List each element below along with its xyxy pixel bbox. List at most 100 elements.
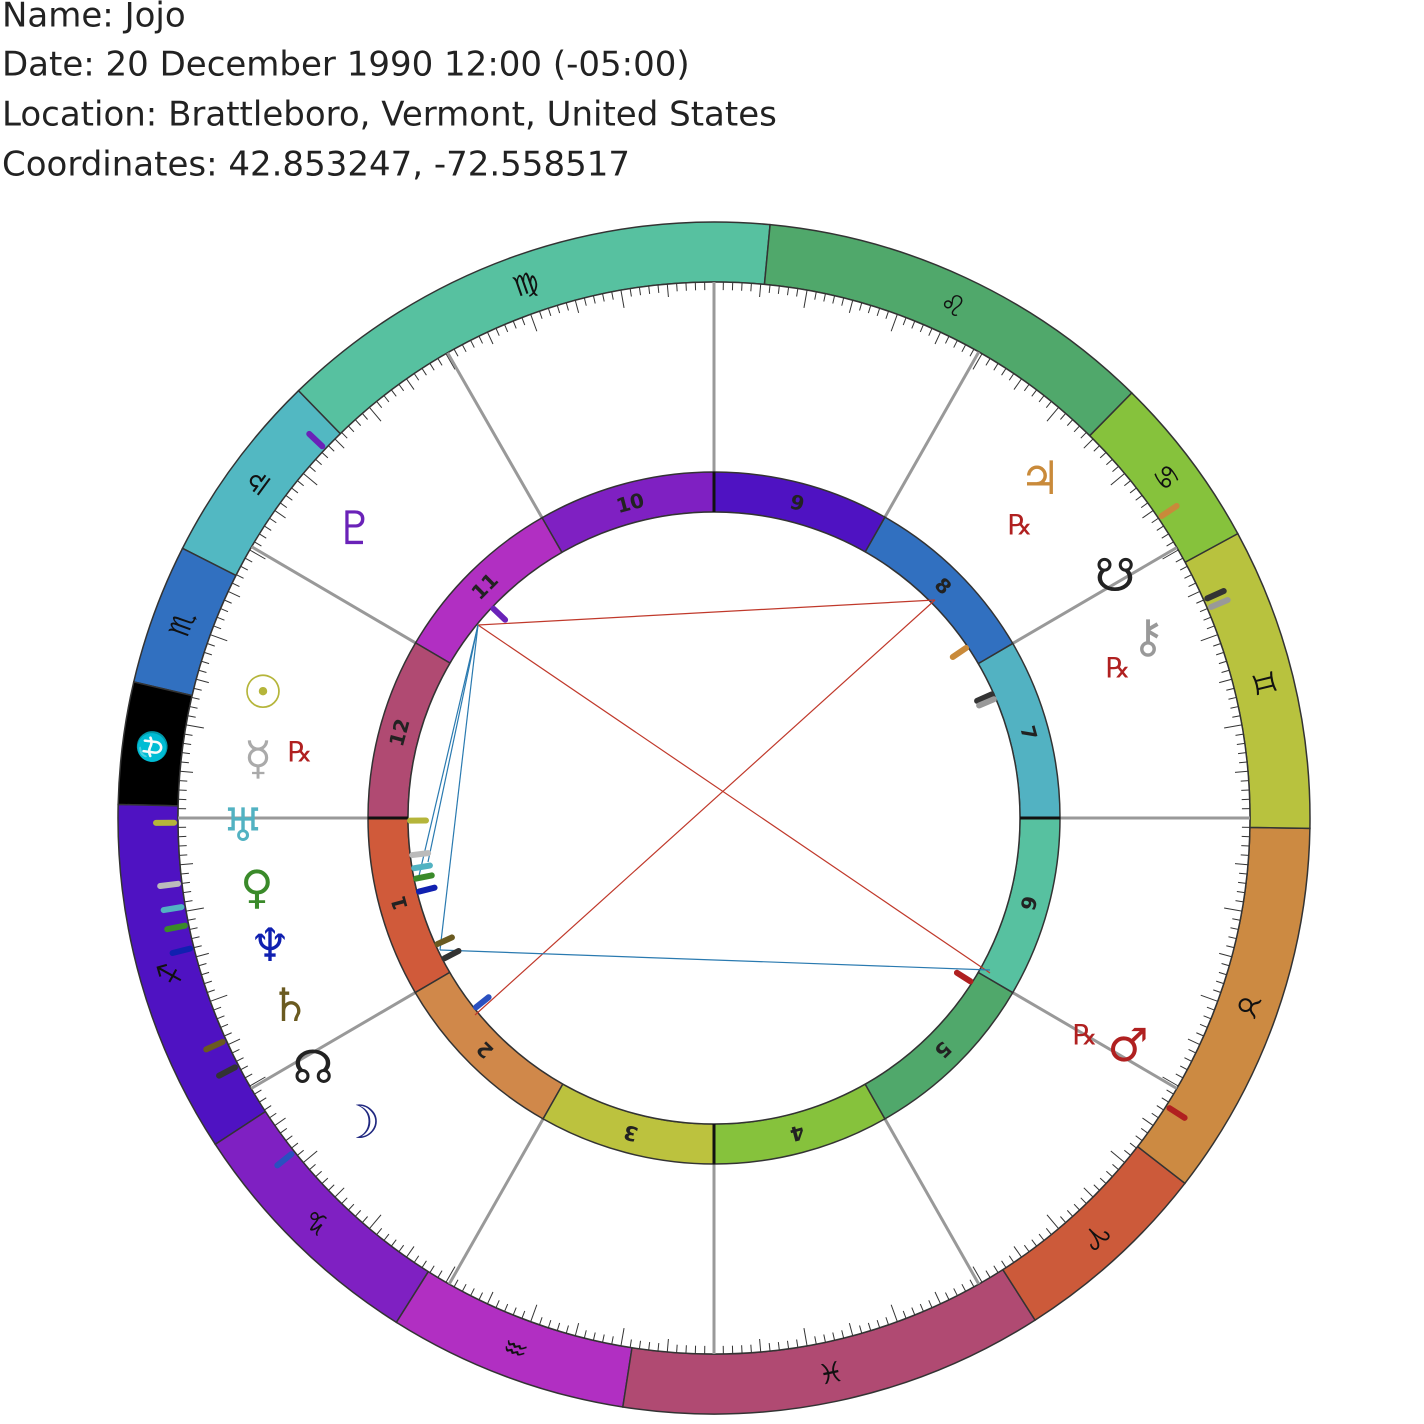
aspect-line — [427, 624, 479, 863]
degree-tick — [413, 373, 420, 381]
planet-glyph: ☉ — [242, 665, 283, 719]
degree-tick — [274, 510, 286, 519]
degree-tick — [207, 989, 215, 993]
degree-tick — [796, 1339, 799, 1348]
degree-tick — [592, 295, 596, 304]
degree-tick — [406, 1246, 415, 1258]
degree-tick — [244, 557, 253, 563]
degree-tick — [1179, 1065, 1188, 1071]
degree-tick — [1106, 1170, 1113, 1178]
planet-marker — [169, 945, 194, 956]
degree-tick — [750, 283, 752, 292]
degree-tick — [179, 780, 188, 782]
degree-tick — [328, 1184, 335, 1191]
aspect-line — [477, 624, 991, 974]
degree-tick — [953, 1288, 958, 1296]
degree-tick — [1124, 480, 1131, 487]
degree-tick — [321, 1177, 329, 1184]
degree-tick — [1112, 465, 1119, 472]
degree-tick — [602, 1334, 605, 1343]
degree-tick — [348, 425, 355, 433]
date-line: Date: 20 December 1990 12:00 (-05:00) — [2, 45, 690, 85]
degree-tick — [398, 1244, 405, 1252]
degree-tick — [216, 1015, 225, 1020]
degree-tick — [1238, 881, 1247, 884]
degree-tick — [1221, 669, 1230, 673]
degree-tick — [583, 297, 587, 306]
degree-tick — [249, 1076, 266, 1087]
degree-tick — [1038, 395, 1045, 403]
degree-tick — [611, 1336, 614, 1345]
location-line: Location: Brattleboro, Vermont, United S… — [2, 95, 777, 135]
degree-tick — [556, 305, 561, 314]
planet-marker — [490, 605, 509, 623]
degree-tick — [437, 1270, 443, 1278]
degree-tick — [193, 687, 202, 691]
degree-tick — [803, 290, 808, 308]
degree-tick — [269, 1112, 277, 1119]
degree-tick — [666, 283, 669, 298]
planet-marker — [160, 904, 185, 914]
degree-tick — [972, 1266, 983, 1283]
degree-tick — [823, 293, 826, 302]
degree-tick — [985, 1270, 991, 1278]
degree-tick — [181, 881, 190, 884]
degree-tick — [1188, 1049, 1196, 1054]
degree-tick — [220, 1023, 229, 1028]
degree-tick — [1060, 413, 1067, 420]
aspect-lines — [417, 599, 991, 1016]
degree-tick — [556, 1322, 561, 1331]
planet-glyph: ♄ — [269, 978, 310, 1032]
degree-tick — [470, 1288, 475, 1296]
degree-tick — [1188, 582, 1196, 587]
planet-glyph: ☊ — [293, 1040, 334, 1094]
degree-tick — [216, 616, 225, 621]
house-number: 1 — [386, 893, 413, 913]
planet-marker — [203, 1038, 226, 1053]
degree-tick — [1140, 502, 1148, 509]
degree-tick — [867, 305, 872, 314]
degree-tick — [890, 314, 898, 332]
degree-tick — [196, 678, 209, 684]
degree-tick — [213, 1006, 222, 1011]
degree-tick — [334, 1187, 345, 1198]
degree-tick — [814, 291, 817, 300]
degree-tick — [437, 358, 443, 366]
degree-tick — [521, 1310, 526, 1319]
degree-tick — [1234, 770, 1249, 773]
degree-tick — [291, 487, 299, 494]
degree-tick — [1219, 952, 1232, 958]
degree-tick — [181, 752, 190, 755]
degree-tick — [1023, 1244, 1030, 1252]
aspect-line — [474, 599, 936, 1016]
degree-tick — [348, 1203, 355, 1211]
degree-tick — [1046, 407, 1059, 422]
degree-tick — [902, 1310, 907, 1319]
degree-tick — [1216, 651, 1224, 656]
degree-tick — [1080, 432, 1087, 439]
aspect-line — [439, 949, 991, 971]
degree-tick — [972, 353, 983, 370]
degree-tick — [204, 980, 212, 985]
house-cusp-line — [446, 352, 544, 519]
degree-tick — [1083, 1187, 1094, 1198]
degree-tick — [184, 733, 193, 736]
planet-marker — [409, 850, 432, 859]
degree-tick — [406, 378, 415, 390]
degree-tick — [1224, 907, 1242, 912]
degree-tick — [179, 770, 194, 773]
degree-tick — [232, 582, 240, 587]
degree-tick — [198, 669, 207, 673]
degree-tick — [1187, 591, 1200, 598]
degree-tick — [919, 324, 924, 333]
degree-tick — [1184, 1057, 1192, 1062]
degree-tick — [885, 1317, 889, 1325]
degree-tick — [1129, 487, 1137, 494]
degree-tick — [445, 353, 456, 370]
degree-tick — [1226, 945, 1235, 949]
planet-glyph: ☋ — [1095, 548, 1136, 602]
degree-tick — [547, 308, 552, 316]
degree-tick — [574, 300, 580, 313]
degree-tick — [1199, 608, 1208, 613]
